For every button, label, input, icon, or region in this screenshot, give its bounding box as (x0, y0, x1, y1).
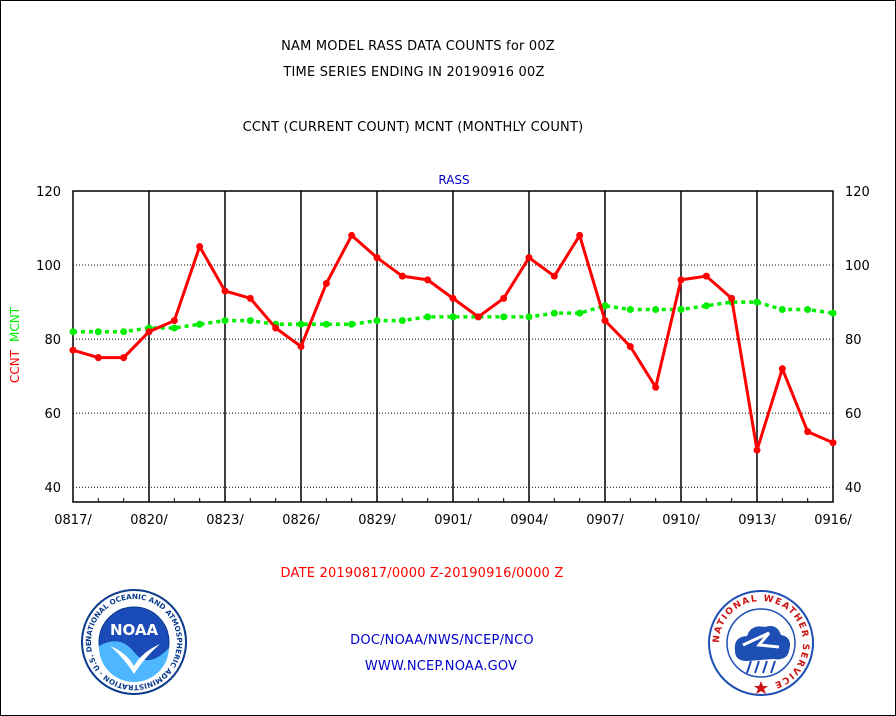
x-tick-label: 0820/ (130, 513, 168, 528)
point-mcnt (652, 305, 660, 313)
point-ccnt (778, 365, 786, 373)
point-mcnt (576, 309, 584, 317)
x-tick-label: 0823/ (206, 513, 244, 528)
point-ccnt (804, 428, 812, 436)
point-ccnt (449, 294, 457, 302)
point-mcnt (94, 328, 102, 336)
point-ccnt (221, 287, 229, 295)
point-mcnt (398, 317, 406, 325)
y-tick-label-left: 80 (44, 333, 61, 348)
point-mcnt (778, 305, 786, 313)
point-ccnt (728, 294, 736, 302)
point-ccnt (69, 346, 77, 354)
point-ccnt (196, 243, 204, 251)
x-tick-label: 0817/ (54, 513, 92, 528)
point-ccnt (474, 313, 482, 321)
noaa-logo-text: NOAA (110, 621, 159, 639)
y-tick-label-left: 100 (36, 259, 61, 274)
point-ccnt (373, 254, 381, 262)
point-ccnt (120, 354, 128, 362)
website-link[interactable]: WWW.NCEP.NOAA.GOV (364, 659, 518, 674)
x-tick-label: 0829/ (358, 513, 396, 528)
point-mcnt (626, 305, 634, 313)
point-mcnt (221, 317, 229, 325)
point-mcnt (677, 305, 685, 313)
point-ccnt (94, 354, 102, 362)
point-mcnt (348, 320, 356, 328)
point-ccnt (246, 294, 254, 302)
point-mcnt (196, 320, 204, 328)
y-tick-label-left: 40 (44, 481, 61, 496)
x-tick-label: 0916/ (814, 513, 852, 528)
point-mcnt (322, 320, 330, 328)
point-mcnt (525, 313, 533, 321)
y-tick-label-right: 120 (845, 185, 870, 200)
y-axis-label: CCNT MCNT (8, 306, 22, 383)
org-path-label: DOC/NOAA/NWS/NCEP/NCO (350, 633, 534, 648)
point-mcnt (753, 298, 761, 306)
y-axis-label-mcnt: MCNT (8, 306, 22, 342)
chart-title-line-1: NAM MODEL RASS DATA COUNTS for 00Z (281, 39, 555, 54)
y-tick-label-right: 40 (845, 481, 862, 496)
point-ccnt (500, 294, 508, 302)
x-tick-label: 0904/ (510, 513, 548, 528)
point-mcnt (69, 328, 77, 336)
x-tick-label: 0910/ (662, 513, 700, 528)
x-tick-label: 0907/ (586, 513, 624, 528)
point-ccnt (652, 383, 660, 391)
point-ccnt (753, 446, 761, 454)
nws-logo: NATIONAL WEATHER SERVICE (708, 590, 814, 696)
point-mcnt (246, 317, 254, 325)
point-mcnt (297, 320, 305, 328)
y-axis-label-ccnt: CCNT (8, 349, 22, 383)
point-ccnt (297, 343, 305, 350)
date-range-label: DATE 20190817/0000 Z-20190916/0000 Z (280, 566, 564, 581)
point-mcnt (424, 313, 432, 321)
point-ccnt (702, 272, 710, 280)
x-tick-label: 0901/ (434, 513, 472, 528)
point-mcnt (601, 302, 609, 310)
point-ccnt (272, 324, 280, 332)
point-ccnt (322, 280, 330, 288)
point-ccnt (145, 328, 153, 336)
point-mcnt (449, 313, 457, 321)
chart-title-line-2: TIME SERIES ENDING IN 20190916 00Z (283, 65, 545, 80)
point-ccnt (576, 231, 584, 239)
point-ccnt (424, 276, 432, 284)
x-tick-label: 0913/ (738, 513, 776, 528)
point-ccnt (348, 231, 356, 239)
y-tick-label-right: 60 (845, 407, 862, 422)
point-ccnt (170, 317, 178, 325)
y-tick-label-right: 80 (845, 333, 862, 348)
point-ccnt (829, 439, 837, 447)
plot-title: RASS (438, 173, 469, 187)
point-mcnt (829, 309, 837, 317)
noaa-logo: NATIONAL OCEANIC AND ATMOSPHERIC ADMINIS… (80, 588, 187, 695)
point-mcnt (804, 305, 812, 313)
y-tick-label-left: 120 (36, 185, 61, 200)
chart-subtitle: CCNT (CURRENT COUNT) MCNT (MONTHLY COUNT… (242, 120, 584, 135)
point-ccnt (398, 272, 406, 280)
point-mcnt (500, 313, 508, 321)
point-mcnt (120, 328, 128, 336)
point-mcnt (550, 309, 558, 317)
y-tick-label-right: 100 (845, 259, 870, 274)
point-mcnt (170, 324, 178, 332)
point-ccnt (677, 276, 685, 284)
point-ccnt (525, 254, 533, 262)
point-mcnt (373, 317, 381, 325)
y-tick-label-left: 60 (44, 407, 61, 422)
point-ccnt (626, 343, 634, 350)
point-mcnt (702, 302, 710, 310)
point-ccnt (601, 317, 609, 325)
x-tick-label: 0826/ (282, 513, 320, 528)
point-ccnt (550, 272, 558, 280)
